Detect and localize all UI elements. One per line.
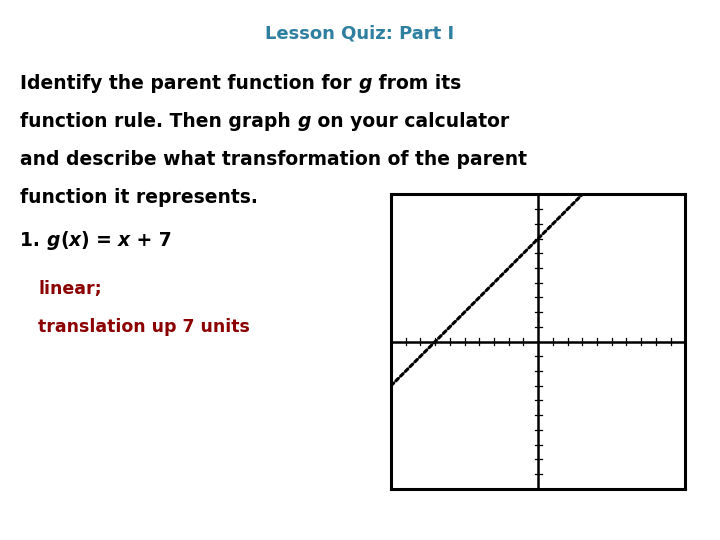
Text: g: g bbox=[359, 74, 372, 93]
Text: linear;: linear; bbox=[38, 280, 102, 298]
Text: and describe what transformation of the parent: and describe what transformation of the … bbox=[20, 150, 527, 169]
Text: translation up 7 units: translation up 7 units bbox=[38, 318, 250, 336]
Text: g: g bbox=[297, 112, 311, 131]
Text: function rule. Then graph: function rule. Then graph bbox=[20, 112, 297, 131]
Text: + 7: + 7 bbox=[130, 231, 172, 250]
Text: x: x bbox=[118, 231, 130, 250]
Text: ) =: ) = bbox=[81, 231, 118, 250]
Text: from its: from its bbox=[372, 74, 461, 93]
Text: 1.: 1. bbox=[20, 231, 47, 250]
Text: g: g bbox=[47, 231, 60, 250]
Text: function it represents.: function it represents. bbox=[20, 187, 258, 207]
Text: x: x bbox=[68, 231, 81, 250]
Text: (: ( bbox=[60, 231, 68, 250]
Text: Lesson Quiz: Part I: Lesson Quiz: Part I bbox=[266, 24, 454, 42]
Text: Identify the parent function for: Identify the parent function for bbox=[20, 74, 359, 93]
Text: on your calculator: on your calculator bbox=[311, 112, 509, 131]
